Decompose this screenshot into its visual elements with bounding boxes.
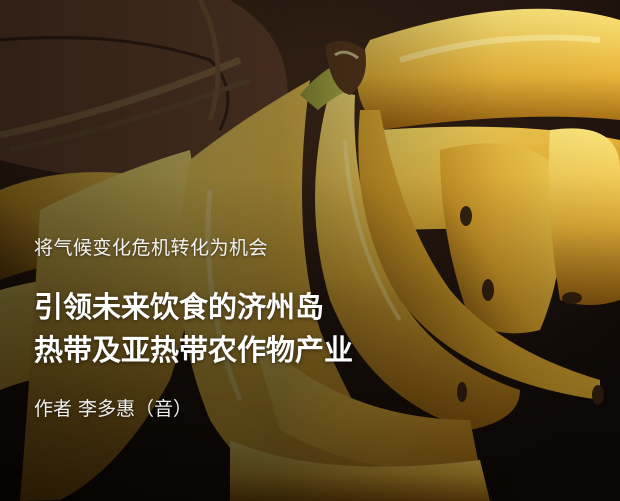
article-text-block: 将气候变化危机转化为机会 引领未来饮食的济州岛 热带及亚热带农作物产业 作者 李…: [34, 236, 474, 421]
article-byline: 作者 李多惠（音）: [34, 398, 193, 420]
article-title-line-2: 热带及亚热带农作物产业: [34, 333, 354, 367]
article-title-line-1: 引领未来饮食的济州岛: [34, 290, 325, 324]
article-title[interactable]: 引领未来饮食的济州岛 热带及亚热带农作物产业: [34, 286, 474, 372]
article-kicker: 将气候变化危机转化为机会: [34, 237, 269, 259]
